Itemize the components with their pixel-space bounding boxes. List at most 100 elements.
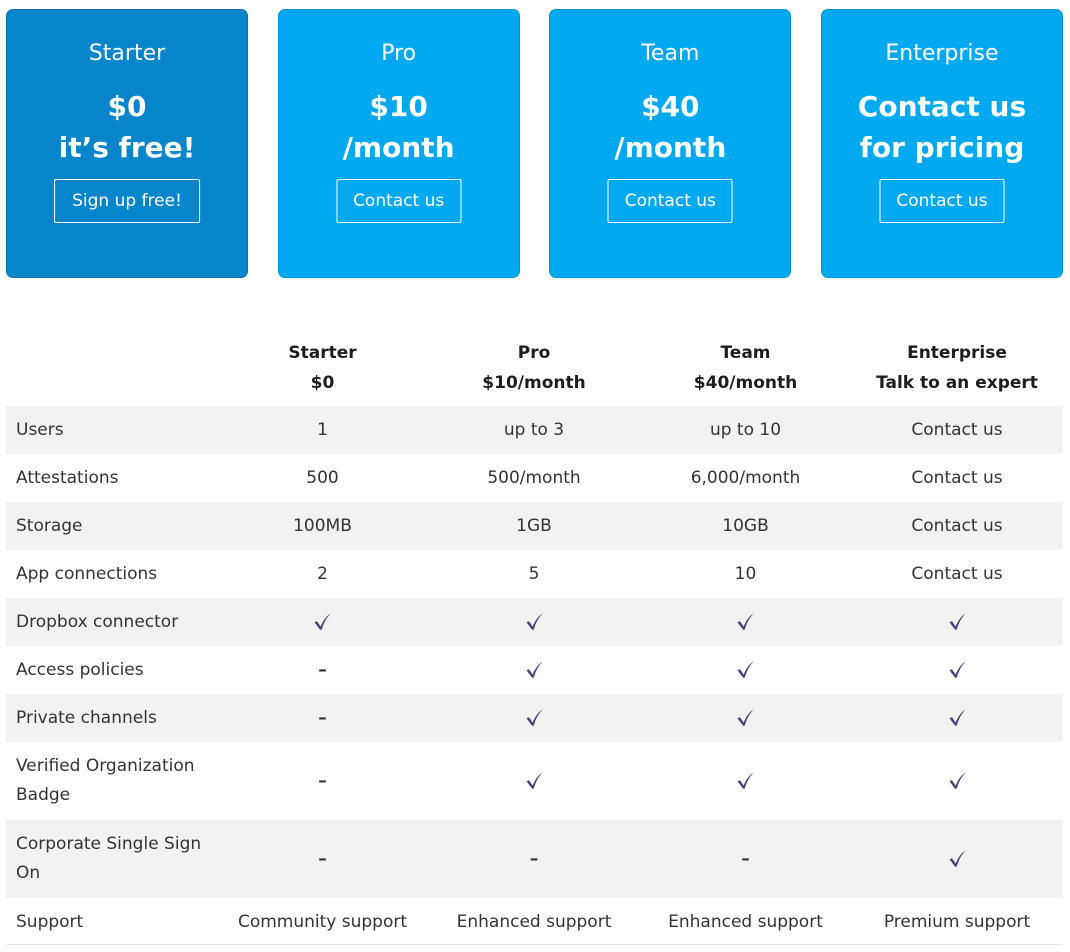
included-cell <box>851 598 1063 646</box>
checkmark-icon <box>948 660 967 679</box>
contact-us-button-pro[interactable]: Contact us <box>336 179 462 223</box>
header-plan-name: Team <box>720 343 771 363</box>
pricing-cards: Starter $0 it’s free! Sign up free! Pro … <box>6 9 1063 278</box>
header-cell-feature <box>6 330 217 406</box>
included-cell <box>428 694 640 742</box>
plan-price: Contact us for pricing <box>822 86 1062 168</box>
included-cell <box>428 646 640 694</box>
dash-mark: – <box>529 848 539 869</box>
feature-name-cell: Attestations <box>6 454 217 502</box>
checkmark-icon <box>736 708 755 727</box>
value-cell: 500/month <box>428 454 640 502</box>
plan-price-line1: $10 <box>369 90 428 123</box>
dash-mark: – <box>318 659 327 680</box>
checkmark-icon <box>525 771 544 790</box>
value-cell: up to 10 <box>640 406 851 454</box>
included-cell <box>851 742 1063 820</box>
included-cell <box>217 598 428 646</box>
included-cell <box>851 694 1063 742</box>
table-row: Access policies – <box>6 646 1063 694</box>
not-included-cell: – <box>217 646 428 694</box>
plan-price-line2: it’s free! <box>58 131 196 164</box>
table-row: App connections 2 5 10 Contact us <box>6 550 1063 598</box>
value-cell: Enhanced support <box>640 898 851 946</box>
value-cell: 6,000/month <box>640 454 851 502</box>
header-plan-name: Pro <box>517 343 551 363</box>
checkmark-icon <box>525 612 544 631</box>
feature-name-cell: Support <box>6 898 217 946</box>
value-cell: Contact us <box>851 550 1063 598</box>
contact-us-button-team[interactable]: Contact us <box>607 179 733 223</box>
header-plan-name: Starter <box>288 343 357 363</box>
header-plan-price: $40/month <box>693 373 798 393</box>
checkmark-icon <box>948 612 967 631</box>
header-plan-price: Talk to an expert <box>876 373 1038 393</box>
table-row: Attestations 500 500/month 6,000/month Conta… <box>6 454 1063 502</box>
plan-price-line2: for pricing <box>859 131 1025 164</box>
dash-mark: – <box>318 848 327 869</box>
checkmark-icon <box>948 771 967 790</box>
header-plan-price: $0 <box>310 373 335 393</box>
checkmark-icon <box>948 849 967 868</box>
header-plan-price: $10/month <box>482 373 586 393</box>
value-cell: 1GB <box>428 502 640 550</box>
plan-price-line1: $40 <box>641 90 700 123</box>
plan-comparison-table: Starter $0 Pro $10/month Team $40/month … <box>6 330 1063 946</box>
value-cell: Contact us <box>851 454 1063 502</box>
plan-card-starter: Starter $0 it’s free! Sign up free! <box>6 9 248 278</box>
feature-name-cell: Users <box>6 406 217 454</box>
checkmark-icon <box>736 612 755 631</box>
contact-us-button-enterprise[interactable]: Contact us <box>879 179 1005 223</box>
included-cell <box>640 694 851 742</box>
plan-price-line2: /month <box>614 131 727 164</box>
table-row: Private channels – <box>6 694 1063 742</box>
not-included-cell: – <box>217 742 428 820</box>
plan-card-enterprise: Enterprise Contact us for pricing Contac… <box>820 9 1063 278</box>
feature-name-cell: Access policies <box>6 646 217 694</box>
feature-name-cell: Dropbox connector <box>6 598 217 646</box>
checkmark-icon <box>525 708 544 727</box>
feature-name-cell: App connections <box>6 550 217 598</box>
checkmark-icon <box>948 708 967 727</box>
checkmark-icon <box>313 612 332 631</box>
plan-title: Pro <box>381 41 417 66</box>
table-body: Users 1 up to 3 up to 10 Contact us Attestati… <box>6 406 1063 946</box>
value-cell: 10GB <box>640 502 851 550</box>
feature-name-cell: Verified Organization Badge <box>6 742 217 820</box>
header-cell-team: Team $40/month <box>640 330 851 406</box>
value-cell: 100MB <box>217 502 428 550</box>
value-cell: 2 <box>217 550 428 598</box>
value-cell: up to 3 <box>428 406 640 454</box>
plan-title: Enterprise <box>885 41 999 66</box>
table-row: Corporate Single Sign On – – – <box>6 820 1063 898</box>
plan-card-pro: Pro $10 /month Contact us <box>277 9 520 278</box>
included-cell <box>640 598 851 646</box>
included-cell <box>640 742 851 820</box>
value-cell: Premium support <box>851 898 1063 946</box>
table-row: Storage 100MB 1GB 10GB Contact us <box>6 502 1063 550</box>
dash-mark: – <box>741 848 750 869</box>
sign-up-free-button[interactable]: Sign up free! <box>54 179 200 223</box>
table-row: Support Community support Enhanced support… <box>6 898 1063 946</box>
header-cell-starter: Starter $0 <box>217 330 428 406</box>
checkmark-icon <box>736 771 755 790</box>
feature-name-cell: Private channels <box>6 694 217 742</box>
checkmark-icon <box>525 660 544 679</box>
plan-price: $0 it’s free! <box>7 86 247 168</box>
table-row: Users 1 up to 3 up to 10 Contact us <box>6 406 1063 454</box>
table-row: Dropbox connector <box>6 598 1063 646</box>
checkmark-icon <box>736 660 755 679</box>
feature-name-cell: Storage <box>6 502 217 550</box>
value-cell: Contact us <box>851 502 1063 550</box>
plan-card-team: Team $40 /month Contact us <box>549 9 792 278</box>
value-cell: 5 <box>428 550 640 598</box>
plan-title: Starter <box>88 41 166 66</box>
header-cell-pro: Pro $10/month <box>428 330 640 406</box>
table-header-row: Starter $0 Pro $10/month Team $40/month … <box>6 330 1063 406</box>
table-bottom-divider <box>6 944 1063 945</box>
included-cell <box>851 646 1063 694</box>
not-included-cell: – <box>217 694 428 742</box>
header-plan-name: Enterprise <box>907 343 1007 363</box>
not-included-cell: – <box>217 820 428 898</box>
included-cell <box>428 742 640 820</box>
